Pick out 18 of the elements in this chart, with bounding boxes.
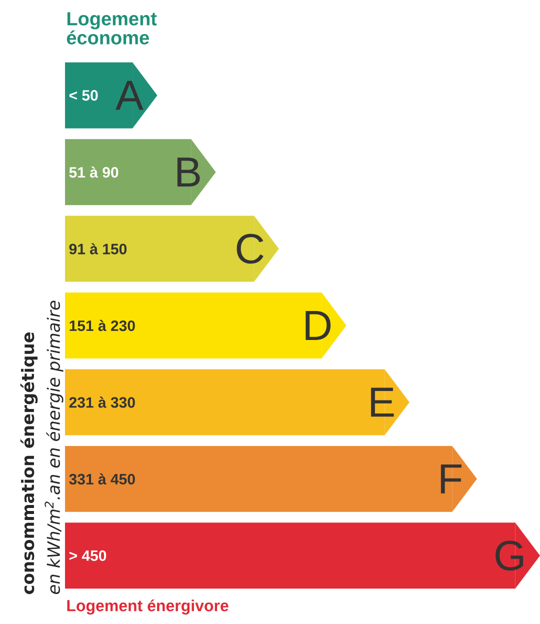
y-tick-label: 91 à 150 xyxy=(69,243,127,254)
annotation: C xyxy=(236,234,264,264)
annotation: G xyxy=(496,540,524,571)
annotation: A xyxy=(116,80,144,110)
annotation: B xyxy=(177,158,200,187)
y-axis-title: consommation énergétique xyxy=(20,332,38,594)
y-tick-label: > 450 xyxy=(69,550,106,561)
annotation: E xyxy=(371,388,394,417)
annotation: F xyxy=(440,464,462,494)
y-tick-label: < 50 xyxy=(69,90,98,101)
y-tick-label: 331 à 450 xyxy=(69,473,135,485)
y-tick-label: 231 à 330 xyxy=(69,396,135,408)
y-tick-label: 151 à 230 xyxy=(70,320,135,332)
annotation: D xyxy=(306,311,331,340)
y-tick-label: 51 à 90 xyxy=(69,166,118,178)
chart-title: Logement économe xyxy=(66,12,157,44)
annotation: Logement énergivore xyxy=(67,599,228,615)
text: en kWh/m$^{2}$.an en énergie primaire xyxy=(44,300,64,594)
